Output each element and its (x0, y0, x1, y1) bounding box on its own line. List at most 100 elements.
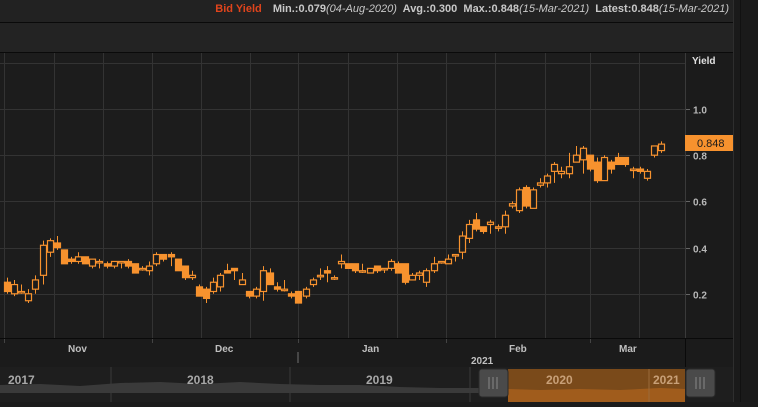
chart-plot-area[interactable]: 1.0 0.8 0.6 0.4 0.2 Yield 0.848 (0, 53, 733, 338)
candle (607, 159, 616, 174)
max-label: Max.:0.848 (463, 3, 520, 15)
candle (486, 219, 495, 234)
svg-text:0.2: 0.2 (693, 291, 707, 302)
month-label-nov: Nov (68, 344, 87, 355)
candle (245, 290, 254, 299)
navigator-year-2021: 2021 (653, 373, 680, 387)
candle (238, 273, 247, 286)
navigator-year-2019: 2019 (366, 373, 393, 387)
candle (565, 152, 574, 179)
candlestick-chart: 1.0 0.8 0.6 0.4 0.2 Yield 0.848 (0, 53, 733, 338)
candle (472, 212, 481, 232)
candle (103, 261, 112, 269)
candle (159, 253, 168, 262)
candle (53, 236, 62, 250)
candle (223, 263, 232, 274)
candle (95, 259, 104, 269)
candle (593, 157, 602, 183)
candle (17, 284, 26, 294)
navigator-year-2017: 2017 (8, 373, 35, 387)
candle (451, 253, 460, 262)
navigator-year-2018: 2018 (187, 373, 214, 387)
candle (501, 210, 510, 234)
candle (309, 277, 318, 287)
candle (266, 268, 275, 286)
candle (152, 252, 161, 267)
candle (437, 260, 446, 264)
candle (643, 169, 652, 181)
candle (74, 252, 83, 264)
latest-value-badge: 0.848 (685, 135, 733, 151)
candle (294, 290, 303, 304)
candle (422, 268, 431, 287)
max-date: (15-Mar-2021) (519, 3, 590, 15)
candle (415, 270, 424, 280)
candle (330, 275, 339, 280)
candle (287, 291, 296, 299)
candle (557, 166, 566, 179)
candle (337, 254, 346, 269)
candle (280, 279, 289, 292)
candle (629, 166, 638, 179)
candle (110, 260, 119, 269)
min-label: Min.:0.079 (272, 3, 326, 15)
month-label-feb: Feb (509, 344, 527, 355)
candle (259, 266, 268, 301)
candle (124, 259, 133, 269)
candle (465, 219, 474, 243)
candle (323, 266, 332, 283)
navigator-right-handle[interactable] (685, 368, 716, 398)
candle (39, 240, 48, 285)
candle (10, 279, 19, 297)
chart-toolbar (0, 23, 733, 53)
candle (657, 141, 666, 153)
month-label-mar: Mar (619, 344, 637, 355)
candle (195, 284, 204, 297)
yaxis-title: Yield (692, 56, 716, 67)
candle (508, 201, 517, 209)
candle (572, 145, 581, 163)
candle (24, 289, 33, 304)
candle (230, 267, 239, 280)
candle (373, 265, 382, 274)
candle (67, 256, 76, 264)
candle (145, 261, 154, 276)
candle (614, 152, 623, 166)
candle (494, 224, 503, 232)
candle (88, 258, 97, 269)
candle (650, 145, 659, 158)
candle (579, 145, 588, 174)
candle (380, 267, 389, 274)
candle (167, 252, 176, 267)
candle (60, 249, 69, 265)
candle (202, 286, 211, 304)
avg-label: Avg.:0.300 (402, 3, 458, 15)
chart-header: Bid Yield Min.:0.079(04-Aug-2020) Avg.:0… (0, 0, 733, 23)
candle (174, 258, 183, 272)
scrollbar-strip[interactable] (733, 0, 758, 402)
candle (522, 185, 531, 209)
candle (273, 282, 282, 292)
latest-label: Latest:0.848 (595, 3, 659, 15)
candle (636, 166, 645, 174)
candle (46, 238, 55, 257)
navigator-year-2020: 2020 (546, 373, 573, 387)
candle (401, 263, 410, 285)
navigator-left-handle[interactable] (478, 368, 509, 398)
candle (536, 178, 545, 188)
candle (188, 270, 197, 280)
svg-text:1.0: 1.0 (693, 106, 707, 117)
svg-text:0.4: 0.4 (693, 245, 707, 256)
candle (3, 277, 12, 294)
candle (138, 266, 147, 271)
candle (131, 263, 140, 274)
month-label-jan: Jan (362, 344, 379, 355)
candle (479, 226, 488, 234)
latest-date: (15-Mar-2021) (658, 3, 729, 15)
candle (543, 173, 552, 188)
candle (117, 260, 126, 269)
candle (529, 187, 538, 209)
range-navigator[interactable]: 2017 2018 2019 2020 2021 (0, 367, 733, 402)
candle (515, 187, 524, 213)
summary-stats: Bid Yield Min.:0.079(04-Aug-2020) Avg.:0… (215, 3, 729, 15)
